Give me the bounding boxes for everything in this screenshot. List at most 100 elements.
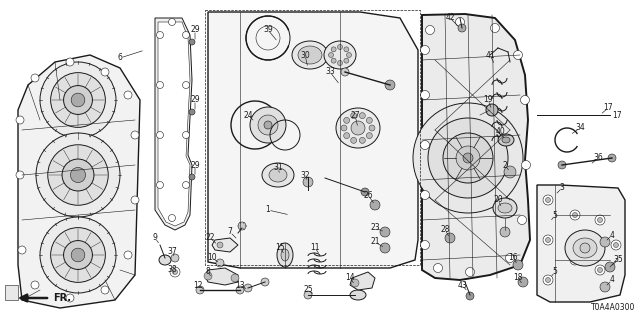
Circle shape — [236, 286, 244, 294]
Circle shape — [51, 228, 106, 282]
Circle shape — [63, 85, 92, 115]
Text: 18: 18 — [513, 274, 523, 283]
Text: 34: 34 — [575, 124, 585, 132]
Text: 24: 24 — [243, 110, 253, 119]
Circle shape — [518, 215, 527, 225]
Circle shape — [500, 227, 510, 237]
Circle shape — [51, 73, 106, 127]
Ellipse shape — [292, 41, 328, 69]
Ellipse shape — [336, 108, 380, 148]
Circle shape — [217, 242, 223, 248]
Text: 27: 27 — [350, 110, 360, 119]
Circle shape — [66, 294, 74, 302]
Circle shape — [456, 146, 480, 170]
Ellipse shape — [281, 249, 289, 261]
Text: 37: 37 — [167, 247, 177, 257]
Circle shape — [359, 113, 365, 119]
Text: 30: 30 — [300, 51, 310, 60]
Circle shape — [573, 212, 577, 218]
Polygon shape — [155, 18, 192, 230]
Circle shape — [465, 268, 474, 276]
Circle shape — [124, 251, 132, 259]
Text: 21: 21 — [371, 237, 380, 246]
Text: 16: 16 — [508, 253, 518, 262]
Circle shape — [331, 47, 336, 52]
Circle shape — [608, 154, 616, 162]
Polygon shape — [208, 12, 418, 268]
Circle shape — [303, 177, 313, 187]
Circle shape — [361, 188, 369, 196]
Circle shape — [16, 171, 24, 179]
Ellipse shape — [502, 137, 510, 143]
Ellipse shape — [159, 255, 171, 265]
Circle shape — [543, 275, 553, 285]
Circle shape — [545, 277, 550, 283]
Circle shape — [36, 133, 120, 217]
Text: 39: 39 — [263, 26, 273, 35]
Circle shape — [346, 52, 351, 58]
Circle shape — [189, 174, 195, 180]
Circle shape — [545, 197, 550, 203]
Circle shape — [238, 222, 246, 230]
Circle shape — [518, 277, 528, 287]
Circle shape — [522, 161, 531, 170]
Circle shape — [341, 125, 347, 131]
Circle shape — [520, 95, 529, 105]
Circle shape — [513, 51, 522, 60]
Circle shape — [18, 246, 26, 254]
Text: 23: 23 — [370, 223, 380, 233]
Circle shape — [486, 104, 498, 116]
Circle shape — [570, 210, 580, 220]
Circle shape — [16, 116, 24, 124]
Circle shape — [490, 23, 499, 33]
Circle shape — [70, 167, 86, 182]
Circle shape — [420, 140, 429, 149]
Circle shape — [463, 153, 473, 163]
Text: 17: 17 — [612, 110, 622, 119]
Text: 36: 36 — [593, 154, 603, 163]
Circle shape — [331, 58, 336, 63]
Text: 29: 29 — [190, 95, 200, 105]
Text: 11: 11 — [310, 244, 320, 252]
Text: 29: 29 — [190, 161, 200, 170]
Polygon shape — [158, 22, 190, 226]
Text: 33: 33 — [325, 68, 335, 76]
Text: 9: 9 — [152, 234, 157, 243]
Text: FR.: FR. — [53, 293, 71, 303]
Polygon shape — [422, 14, 530, 280]
Circle shape — [157, 132, 163, 139]
Polygon shape — [537, 185, 625, 302]
Text: 7: 7 — [228, 228, 232, 236]
Text: 19: 19 — [483, 95, 493, 105]
Text: 14: 14 — [345, 274, 355, 283]
Circle shape — [31, 74, 39, 82]
Text: 31: 31 — [273, 164, 283, 172]
Text: 1: 1 — [266, 205, 270, 214]
Circle shape — [595, 265, 605, 275]
Ellipse shape — [498, 134, 514, 146]
Circle shape — [513, 260, 523, 270]
Circle shape — [580, 243, 590, 253]
Circle shape — [250, 107, 286, 143]
Text: 5: 5 — [552, 268, 557, 276]
Circle shape — [264, 121, 272, 129]
Circle shape — [258, 115, 278, 135]
Circle shape — [369, 125, 375, 131]
Circle shape — [341, 68, 349, 76]
Text: 22: 22 — [205, 234, 215, 243]
Circle shape — [231, 274, 239, 282]
Circle shape — [598, 268, 602, 273]
Circle shape — [595, 215, 605, 225]
Text: 10: 10 — [207, 253, 217, 262]
Circle shape — [328, 52, 333, 58]
Circle shape — [611, 240, 621, 250]
Ellipse shape — [324, 41, 356, 69]
Text: 40: 40 — [495, 127, 505, 137]
Text: 8: 8 — [205, 268, 211, 276]
Circle shape — [131, 196, 139, 204]
Circle shape — [344, 117, 349, 123]
Circle shape — [157, 82, 163, 89]
Circle shape — [433, 263, 442, 273]
Circle shape — [506, 253, 515, 262]
Text: 4: 4 — [609, 230, 614, 239]
